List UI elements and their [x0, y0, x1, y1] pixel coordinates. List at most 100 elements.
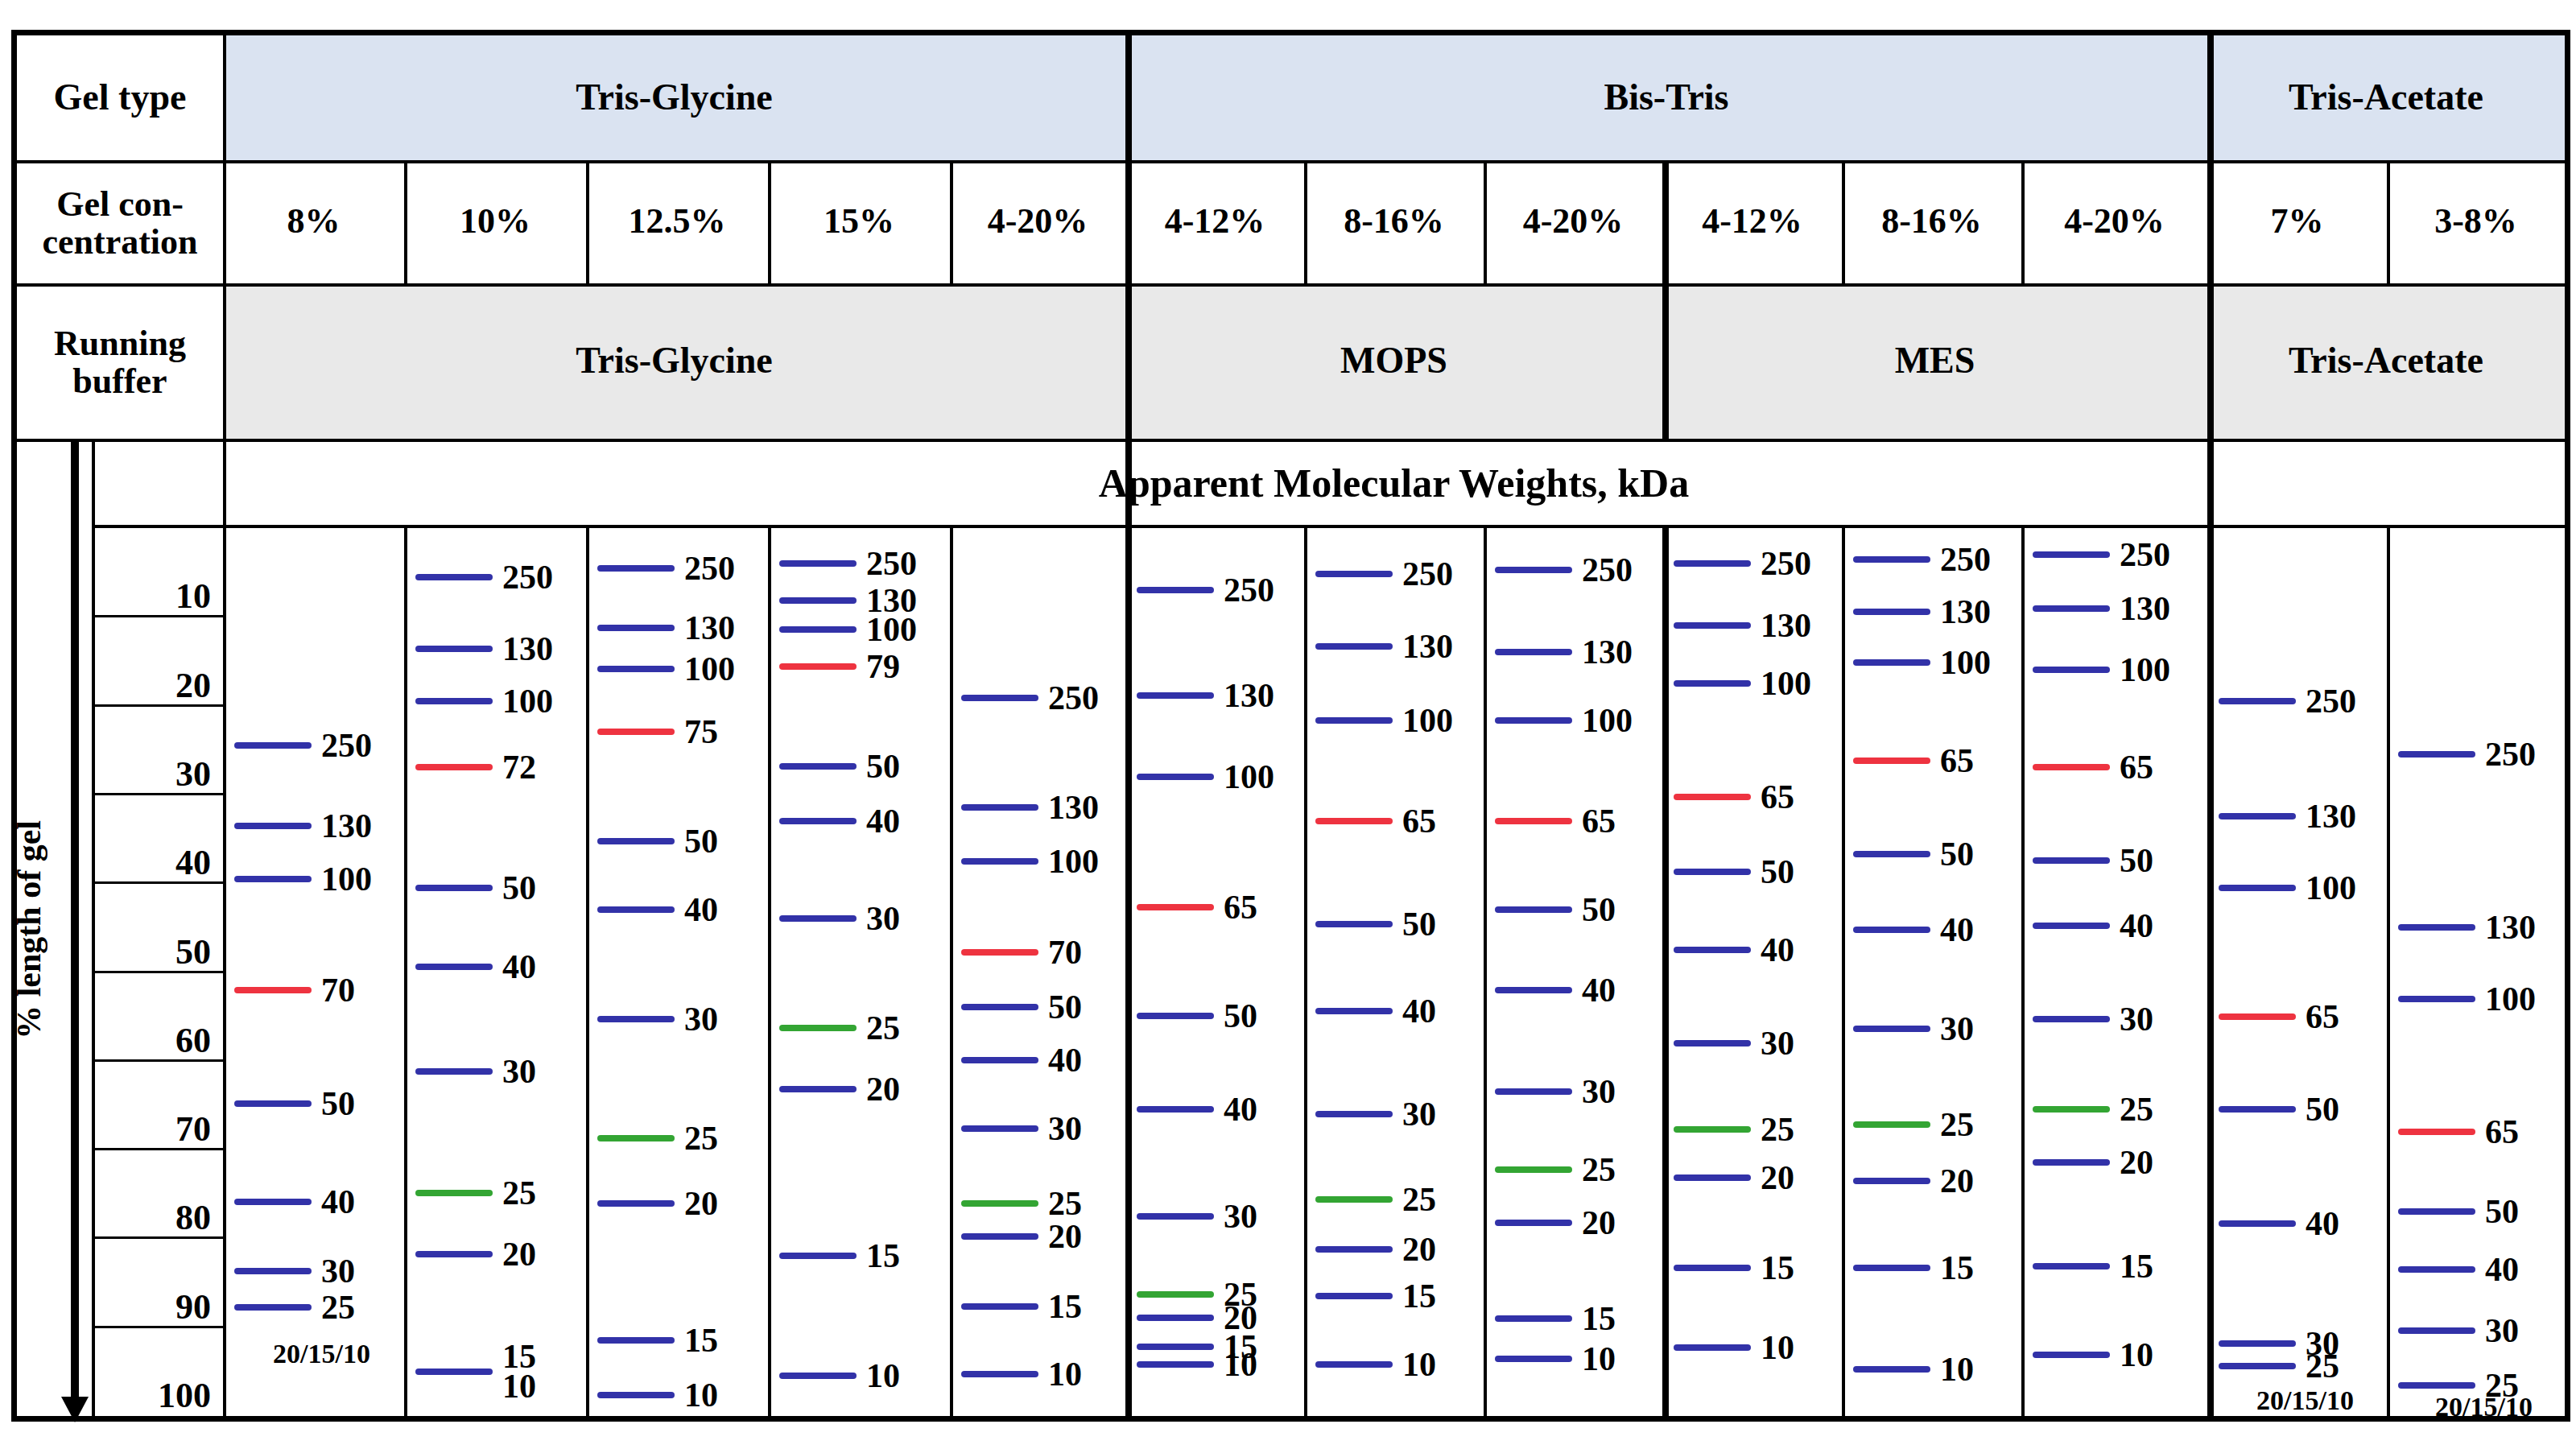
lane-band-line — [234, 876, 312, 882]
lane-band-label: 20 — [2120, 1147, 2153, 1177]
lane-band-line — [1315, 1008, 1393, 1014]
lane-band-line — [2033, 667, 2110, 673]
lane-band-line — [1137, 904, 1214, 910]
gel-concentration-cell: 8-16% — [1842, 160, 2021, 283]
lane-band-line — [1674, 560, 1751, 567]
lane-band-label: 20 — [684, 1189, 718, 1219]
lane-band-label: 30 — [1224, 1201, 1257, 1231]
lane-band-line — [234, 742, 312, 749]
table-vertical-border — [2021, 160, 2025, 283]
lane-band-label: 130 — [1402, 631, 1453, 661]
lane-band-line — [415, 764, 493, 770]
lane-band-label: 50 — [1761, 857, 1794, 886]
lane-band-label: 40 — [866, 807, 900, 836]
lane-band-label: 25 — [321, 1293, 355, 1323]
table-vertical-border — [1662, 160, 1669, 439]
lane-band-label: 65 — [1224, 892, 1257, 922]
lane-band-line — [1315, 717, 1393, 724]
lane-band-line — [2033, 764, 2110, 770]
lane-band-label: 15 — [866, 1241, 900, 1271]
running-buffer-group-cell: MES — [1662, 283, 2207, 439]
lane-band-line — [1495, 567, 1572, 573]
gel-concentration-row-label-line1: Gel con- — [56, 186, 184, 223]
lane-band-line — [1853, 1178, 1930, 1184]
lane-band-label: 250 — [1224, 576, 1274, 605]
lane-band-line — [1674, 1174, 1751, 1181]
lane-band-label: 30 — [1402, 1099, 1436, 1129]
lane-band-line — [1674, 680, 1751, 687]
lane-band-label: 20 — [1940, 1166, 1974, 1195]
lane-band-line — [234, 1100, 312, 1107]
lane-band-line — [1137, 1315, 1214, 1321]
lane-band-line — [597, 729, 675, 735]
lane-band-line — [1137, 1106, 1214, 1113]
lane-band-label: 65 — [1402, 807, 1436, 836]
lane-band-label: 70 — [321, 975, 355, 1005]
lane-band-label: 250 — [1582, 555, 1633, 584]
lane-band-label: 25 — [2306, 1352, 2339, 1381]
lane-band-line — [961, 1233, 1038, 1240]
lane-band-label: 130 — [2306, 802, 2356, 832]
lane-band-line — [1137, 692, 1214, 699]
lane-band-line — [597, 625, 675, 631]
table-vertical-border — [2207, 30, 2214, 1416]
table-vertical-border — [2387, 160, 2390, 283]
lane-band-line — [1315, 1246, 1393, 1253]
lane-band-label: 130 — [1048, 793, 1099, 823]
lane-band-line — [779, 663, 857, 670]
lane-band-line — [961, 1371, 1038, 1377]
lane-band-label: 72 — [502, 752, 536, 782]
lane-band-label: 130 — [684, 613, 735, 642]
lane-band-line — [1137, 1344, 1214, 1350]
table-vertical-border — [586, 528, 589, 1416]
tick-label: 40 — [92, 842, 211, 883]
gel-concentration-cell: 12.5% — [586, 160, 768, 283]
lane-band-label: 130 — [1224, 681, 1274, 711]
running-buffer-group-cell: Tris-Glycine — [223, 283, 1125, 439]
running-buffer-group-cell: Tris-Acetate — [2207, 283, 2565, 439]
lane-band-line — [1674, 1265, 1751, 1271]
lane-band-line — [234, 1304, 312, 1311]
lane-band-line — [1674, 622, 1751, 629]
table-vertical-border — [1842, 160, 1845, 283]
table-vertical-border — [1125, 30, 1132, 1416]
lane-band-line — [1853, 1265, 1930, 1271]
lane-band-label: 130 — [1582, 638, 1633, 667]
lane-band-label: 20 — [1402, 1234, 1436, 1264]
lane-band-line — [2033, 857, 2110, 864]
lane-band-line — [1315, 643, 1393, 650]
lane-band-line — [1315, 818, 1393, 824]
lane-band-line — [2033, 1263, 2110, 1269]
lane-band-line — [1495, 818, 1572, 824]
table-horizontal-border — [11, 1416, 2570, 1422]
table-vertical-border — [404, 528, 407, 1416]
lane-band-label: 250 — [1940, 544, 1991, 574]
lane-band-line — [961, 1057, 1038, 1063]
lane-band-line — [1495, 1315, 1572, 1322]
lane-band-label: 15 — [1761, 1253, 1794, 1282]
lane-band-label: 100 — [502, 687, 553, 716]
lane-band-line — [961, 695, 1038, 701]
lane-band-line — [1315, 1196, 1393, 1203]
lane-band-line — [779, 915, 857, 922]
lane-band-line — [961, 1125, 1038, 1132]
table-vertical-border — [950, 160, 953, 283]
lane-band-line — [779, 763, 857, 770]
lane-band-label: 50 — [2485, 1197, 2519, 1227]
lane-band-label: 10 — [684, 1380, 718, 1410]
lane-band-label: 25 — [684, 1123, 718, 1153]
lane-band-label: 50 — [1940, 839, 1974, 869]
lane-band-label: 15 — [1402, 1282, 1436, 1311]
lane-band-label: 100 — [2120, 655, 2170, 685]
lane-band-line — [2033, 1106, 2110, 1113]
table-vertical-border — [2021, 528, 2025, 1416]
table-vertical-border — [1842, 528, 1845, 1416]
lane-band-label: 40 — [1402, 997, 1436, 1026]
lane-band-label: 10 — [1940, 1354, 1974, 1384]
lane-band-line — [2398, 1327, 2475, 1334]
lane-band-label: 30 — [1048, 1113, 1082, 1143]
gel-concentration-cell: 15% — [768, 160, 950, 283]
lane-band-label: 130 — [2120, 594, 2170, 624]
lane-band-label: 100 — [1402, 706, 1453, 736]
gel-concentration-cell: 4-12% — [1125, 160, 1304, 283]
